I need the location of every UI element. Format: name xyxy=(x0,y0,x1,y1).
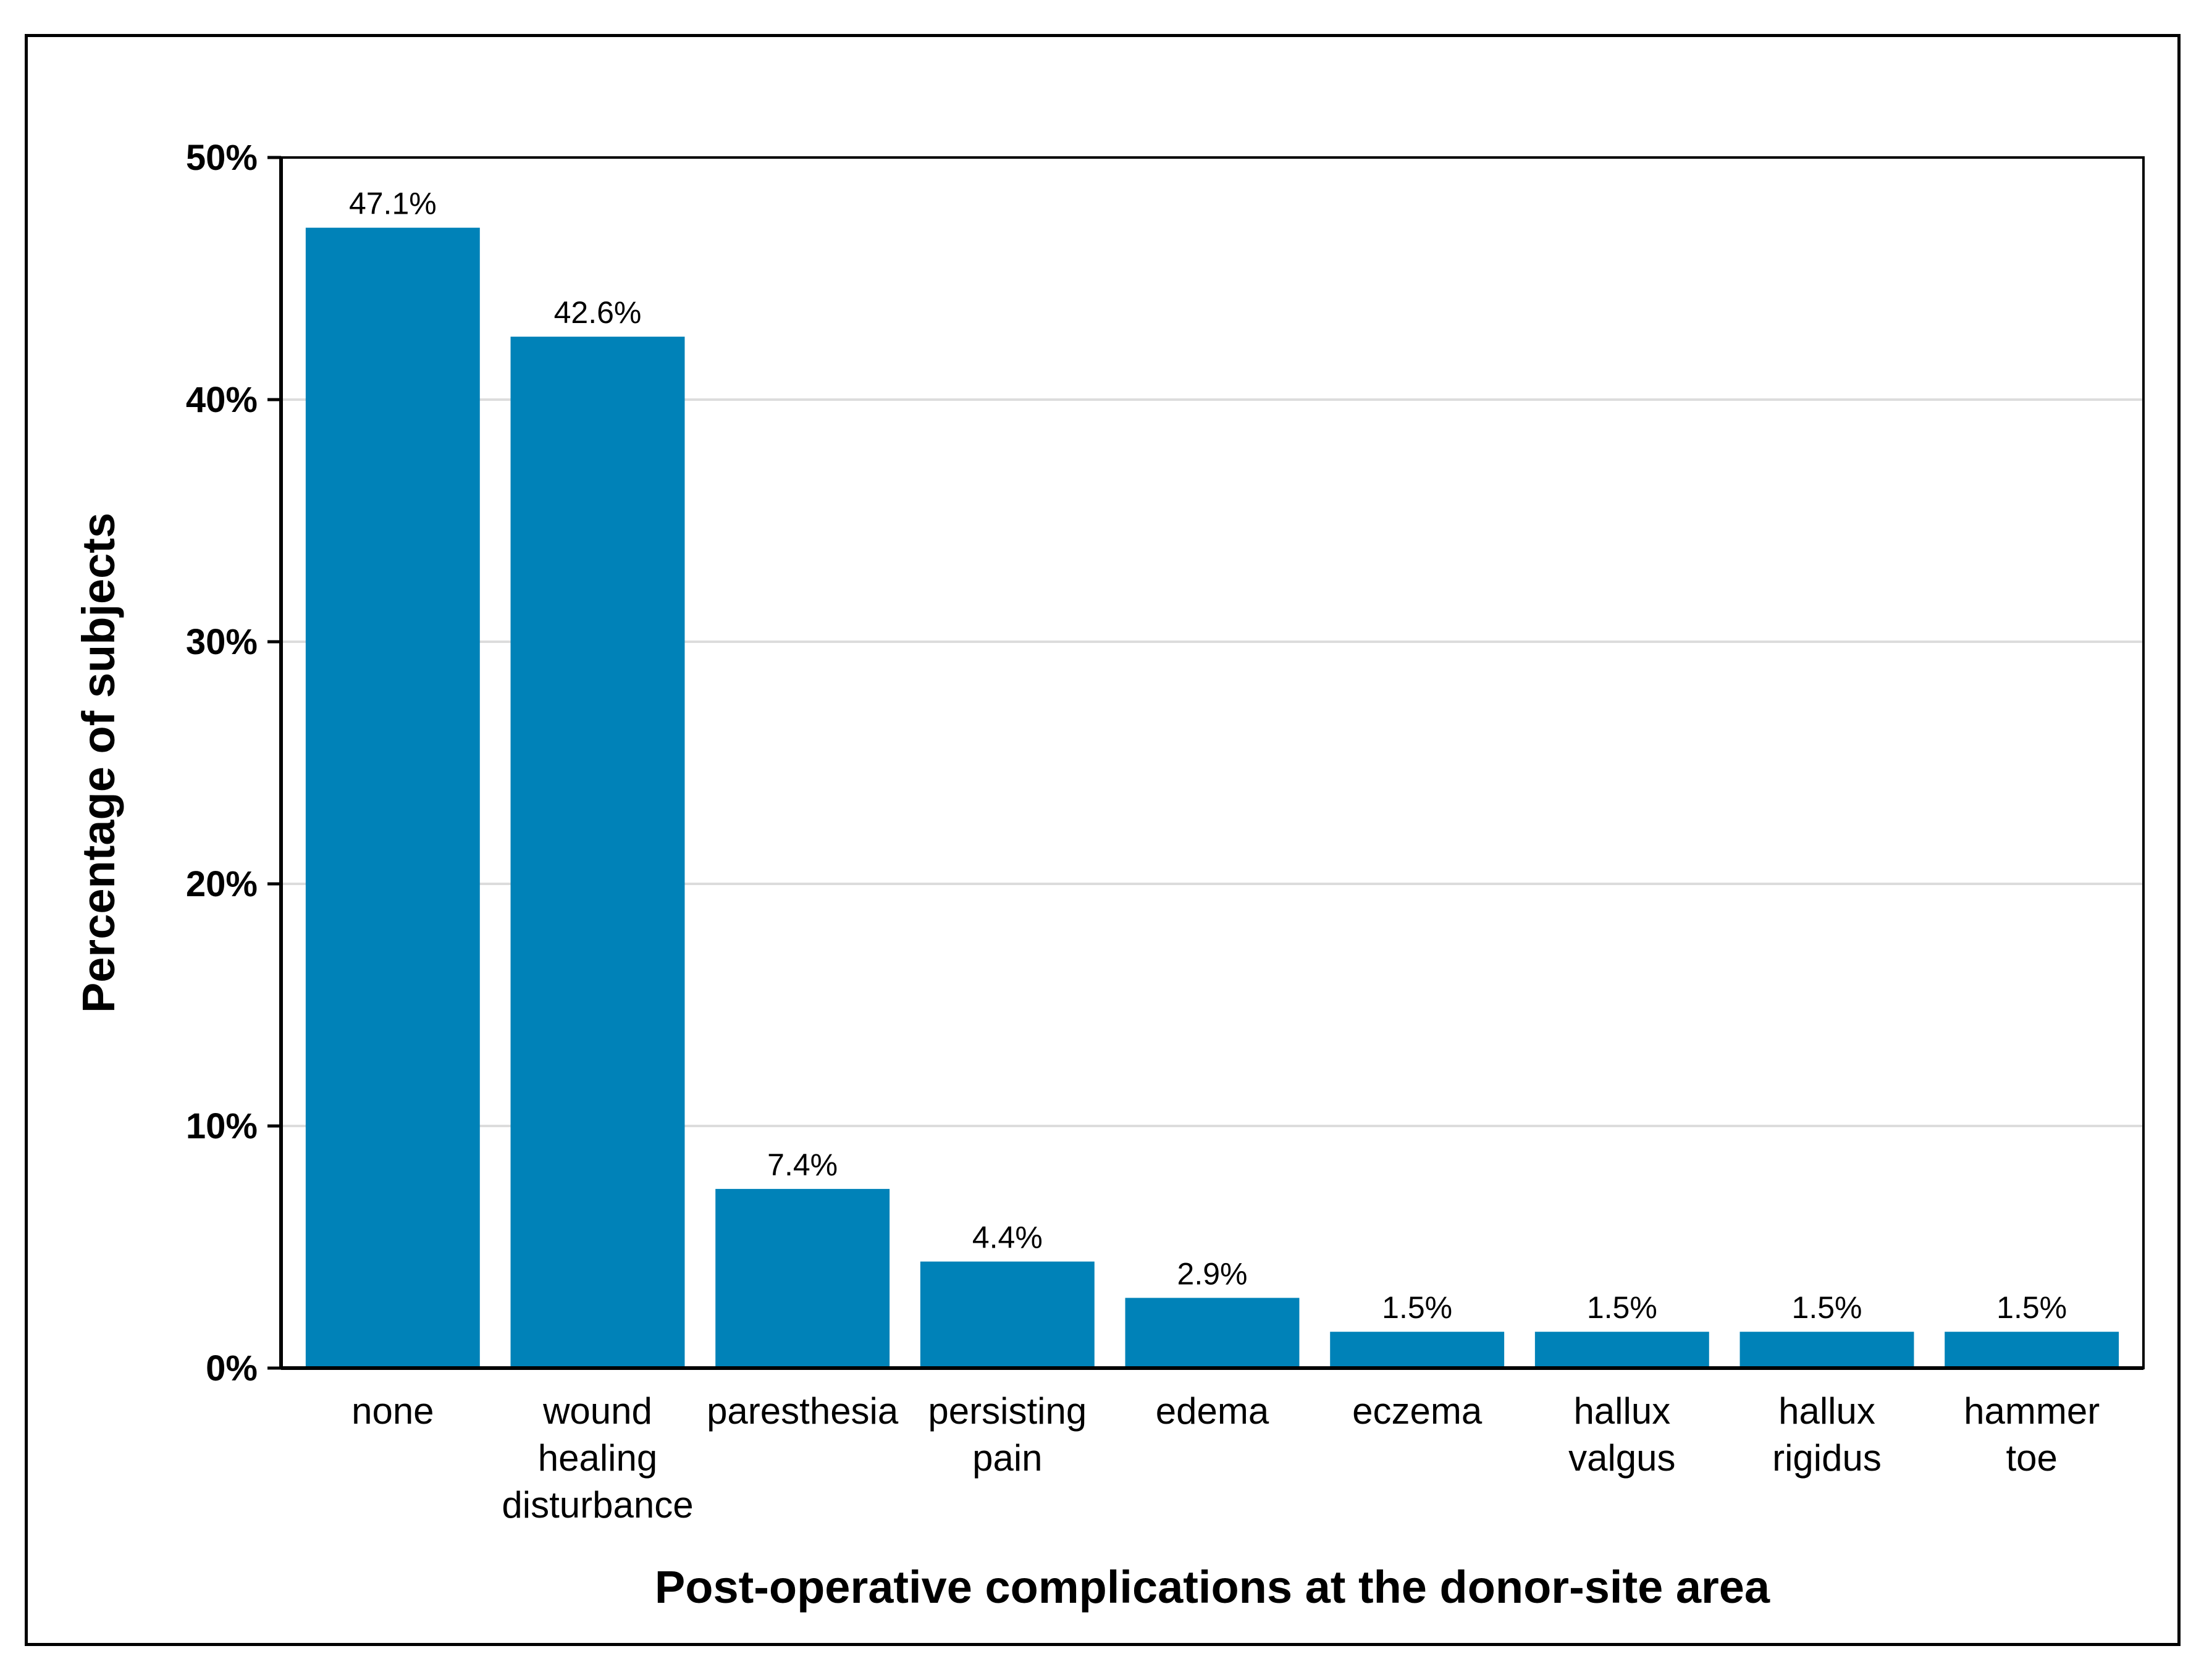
bar-data-label: 2.9% xyxy=(1177,1256,1248,1291)
y-tick-label: 50% xyxy=(186,138,258,178)
x-category-label: hallux xyxy=(1573,1390,1670,1432)
bar xyxy=(510,337,685,1368)
x-category-label: persisting xyxy=(928,1390,1087,1432)
bar xyxy=(715,1188,890,1368)
x-category-label: hallux xyxy=(1778,1390,1875,1432)
bar xyxy=(305,227,480,1369)
bar-data-label: 1.5% xyxy=(1792,1290,1862,1325)
x-category-label: valgus xyxy=(1568,1437,1675,1479)
bar-data-label: 1.5% xyxy=(1587,1290,1657,1325)
bar xyxy=(1945,1332,2119,1368)
x-category-label: paresthesia xyxy=(707,1390,899,1432)
x-category-label: edema xyxy=(1156,1390,1269,1432)
bar xyxy=(1330,1332,1505,1368)
bar xyxy=(1534,1332,1709,1368)
y-tick-label: 20% xyxy=(186,864,258,904)
bar-data-label: 47.1% xyxy=(349,187,437,221)
bars xyxy=(305,227,2119,1369)
bar-data-label: 4.4% xyxy=(972,1220,1043,1255)
bar-data-label: 1.5% xyxy=(1996,1290,2067,1325)
x-category-label: disturbance xyxy=(502,1484,693,1526)
bar xyxy=(1125,1298,1300,1368)
y-tick-label: 0% xyxy=(206,1348,258,1388)
x-axis-categories: none wound healing disturbance paresthesia pe… xyxy=(351,1390,2100,1526)
y-axis-title: Percentage of subjects xyxy=(73,513,124,1013)
y-tick-label: 40% xyxy=(186,380,258,420)
data-labels: 47.1% 42.6% 7.4% 4.4% 2.9% 1.5% 1.5% 1.5% 1.5% xyxy=(349,187,2067,1325)
x-category-label: toe xyxy=(2006,1437,2057,1479)
x-category-label: healing xyxy=(538,1437,658,1479)
bar-data-label: 1.5% xyxy=(1382,1290,1452,1325)
y-axis-ticks: 0% 10% 20% 30% 40% 50% xyxy=(186,138,281,1388)
bar-data-label: 7.4% xyxy=(767,1148,838,1182)
x-category-label: pain xyxy=(972,1437,1042,1479)
x-category-label: hammer xyxy=(1964,1390,2100,1432)
x-category-label: rigidus xyxy=(1772,1437,1882,1479)
bar xyxy=(920,1261,1095,1368)
bar-data-label: 42.6% xyxy=(554,295,642,330)
x-axis-title: Post-operative complications at the dono… xyxy=(655,1561,1770,1613)
x-category-label: eczema xyxy=(1352,1390,1483,1432)
x-category-label: wound xyxy=(542,1390,652,1432)
x-category-label: none xyxy=(351,1390,434,1432)
y-tick-label: 10% xyxy=(186,1106,258,1146)
y-tick-label: 30% xyxy=(186,622,258,662)
bar xyxy=(1739,1332,1914,1368)
